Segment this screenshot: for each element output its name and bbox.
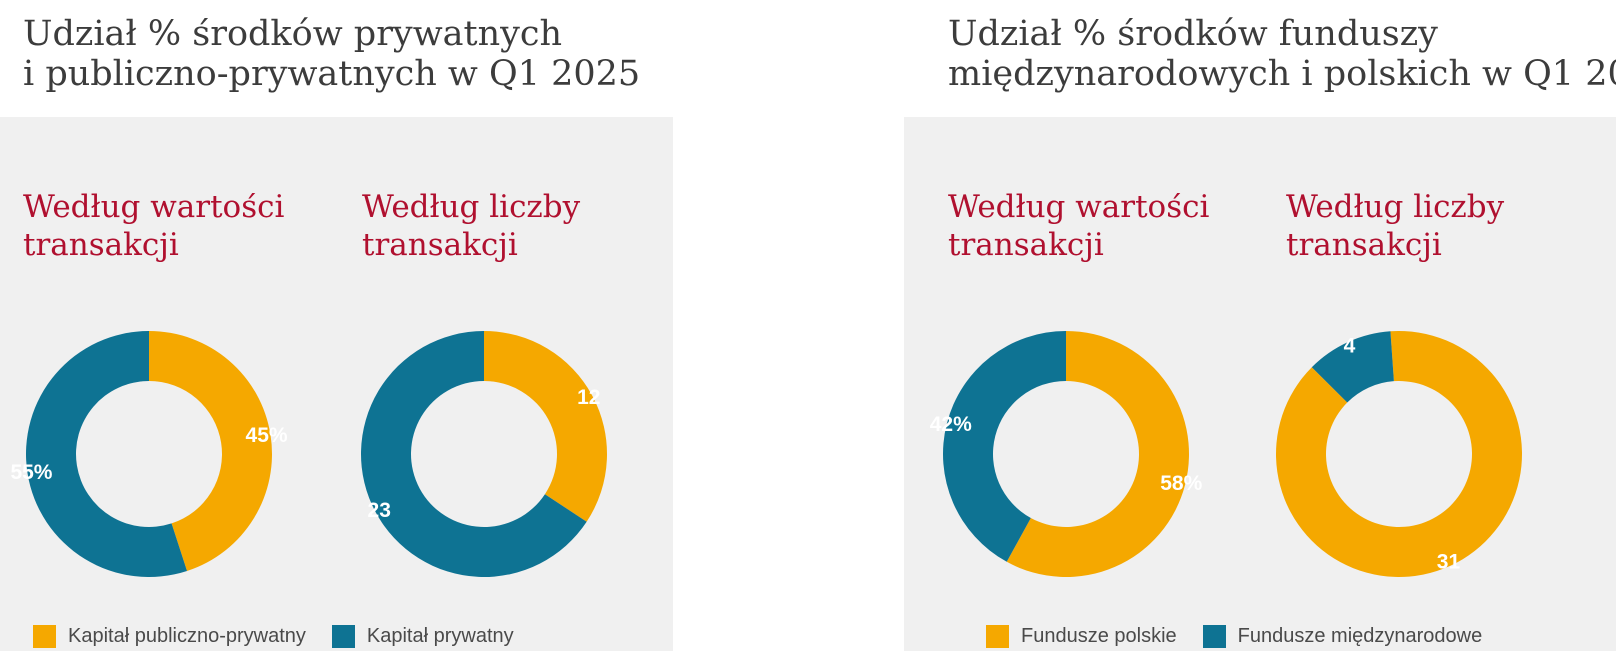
panel-1-title: Udział % środków prywatnych i publiczno-…: [23, 14, 640, 94]
legend-item-polish-funds: Fundusze polskie: [986, 625, 1177, 648]
legend-label: Fundusze polskie: [1021, 625, 1177, 647]
chart-3-subtitle-line1: Według wartości: [948, 189, 1210, 225]
donut-data-label: 4: [1344, 334, 1356, 357]
chart-3-subtitle-line2: transakcji: [948, 227, 1104, 263]
legend-swatch-gold: [33, 625, 56, 648]
legend-item-public-private: Kapitał publiczno-prywatny: [33, 625, 306, 648]
panel-1-title-line2: i publiczno-prywatnych w Q1 2025: [23, 54, 641, 94]
donut-slice: [25, 331, 188, 577]
donut-chart-2: 12 23: [360, 331, 607, 577]
donut-chart-4: 31 4: [1276, 331, 1522, 577]
legend-panel-1: Kapitał publiczno-prywatny Kapitał prywa…: [33, 622, 540, 651]
donut-slice: [1311, 331, 1394, 403]
donut-data-label: 23: [368, 499, 391, 522]
donut-data-label: 58%: [1160, 472, 1202, 495]
chart-3-subtitle: Według wartości transakcji: [948, 188, 1209, 264]
legend-swatch-gold: [986, 625, 1009, 648]
donut-data-label: 45%: [246, 424, 288, 447]
panel-2-title: Udział % środków funduszy międzynarodowy…: [948, 14, 1616, 94]
donut-slice: [1006, 331, 1189, 577]
donut-slice: [360, 331, 587, 577]
legend-item-private: Kapitał prywatny: [331, 625, 514, 648]
chart-1-subtitle: Według wartości transakcji: [23, 188, 284, 264]
chart-2-subtitle-line2: transakcji: [362, 227, 518, 263]
donut-slice: [149, 331, 272, 571]
donut-chart-3: 58% 42%: [930, 331, 1203, 577]
chart-4-subtitle-line1: Według liczby: [1286, 189, 1505, 225]
donut-slice: [1276, 331, 1522, 577]
donut-slice: [484, 331, 607, 522]
donut-data-label: 55%: [10, 461, 52, 484]
legend-item-international-funds: Fundusze międzynarodowe: [1202, 625, 1483, 648]
donut-data-label: 42%: [930, 413, 972, 436]
chart-2-subtitle: Według liczby transakcji: [362, 188, 580, 264]
panel-2-title-line2: międzynarodowych i polskich w Q1 2025: [948, 54, 1616, 94]
legend-swatch-teal: [1202, 625, 1226, 648]
legend-label: Kapitał prywatny: [366, 625, 514, 647]
chart-4-subtitle-line2: transakcji: [1286, 227, 1442, 263]
legend-panel-2: Fundusze polskie Fundusze międzynarodowe: [986, 622, 1508, 651]
chart-4-subtitle: Według liczby transakcji: [1286, 188, 1504, 264]
legend-swatch-teal: [331, 625, 355, 648]
donut-slice: [943, 331, 1066, 562]
donut-data-label: 12: [577, 386, 600, 409]
donut-data-label: 31: [1437, 551, 1461, 574]
legend-label: Fundusze międzynarodowe: [1237, 625, 1483, 647]
panel-1-title-line1: Udział % środków prywatnych: [23, 14, 563, 54]
panel-2-title-line1: Udział % środków funduszy: [948, 14, 1438, 54]
legend-label: Kapitał publiczno-prywatny: [68, 625, 306, 647]
chart-2-subtitle-line1: Według liczby: [362, 189, 581, 225]
donut-chart-1: 45% 55%: [10, 331, 288, 577]
chart-1-subtitle-line1: Według wartości: [23, 189, 285, 225]
chart-1-subtitle-line2: transakcji: [23, 227, 179, 263]
